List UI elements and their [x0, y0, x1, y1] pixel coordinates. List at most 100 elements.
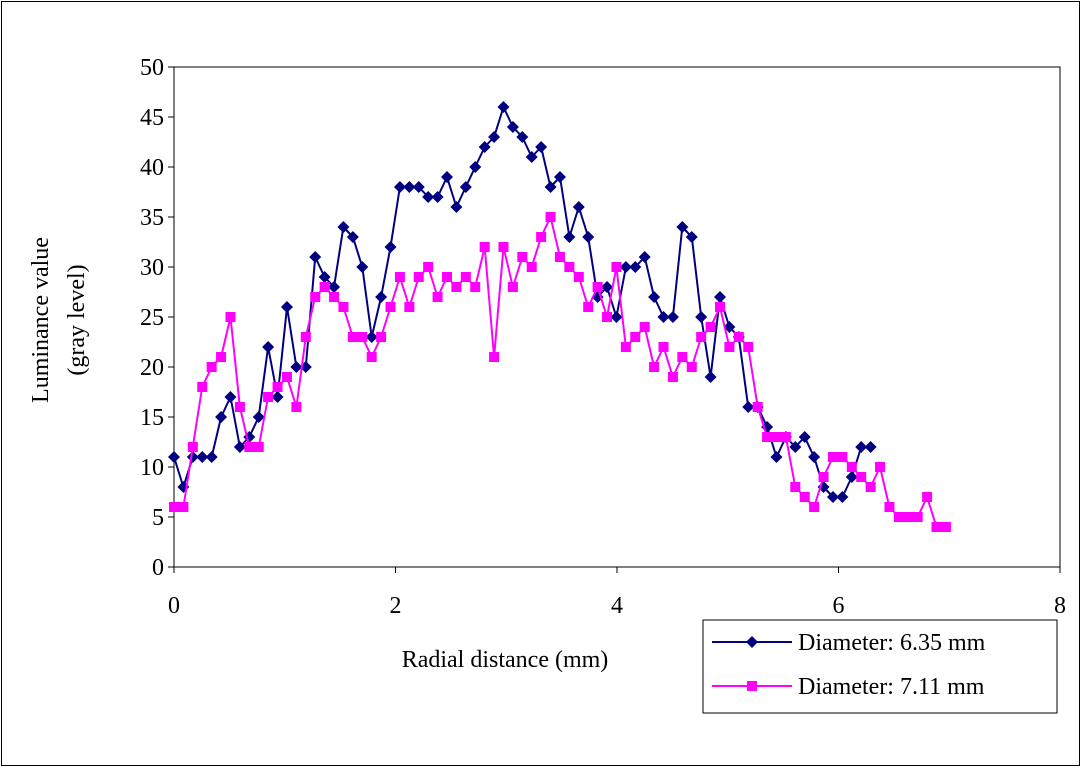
data-point [516, 131, 529, 143]
data-point [638, 251, 651, 263]
data-point [799, 492, 810, 502]
data-point [630, 332, 641, 342]
data-point [517, 252, 528, 262]
data-point [573, 272, 584, 282]
data-point [526, 262, 537, 272]
data-point [563, 231, 576, 243]
data-point [922, 492, 933, 502]
data-point [572, 201, 585, 213]
data-point [836, 491, 849, 503]
data-point [253, 442, 264, 452]
data-point [197, 382, 208, 392]
data-point [940, 522, 951, 532]
y-axis-label-line-2: (gray level) [64, 264, 90, 375]
data-point [790, 482, 801, 492]
y-tick-label: 40 [140, 155, 164, 181]
data-point [252, 411, 265, 423]
data-point [366, 352, 377, 362]
data-point [413, 272, 424, 282]
data-point [666, 311, 679, 323]
data-point [478, 141, 491, 153]
data-point [459, 181, 472, 193]
data-point [431, 191, 444, 203]
x-tick-label: 4 [611, 593, 623, 619]
data-point [375, 291, 388, 303]
y-axis: 0 5 10 15 20 25 30 35 40 45 50 [140, 55, 174, 581]
legend-label-series-2: Diameter: 7.11 mm [798, 674, 985, 700]
y-tick-label: 35 [140, 205, 164, 231]
legend-label-series-1: Diameter: 6.35 mm [798, 630, 986, 656]
data-point [450, 201, 463, 213]
data-point [903, 512, 914, 522]
data-point [506, 121, 519, 133]
data-point [404, 302, 415, 312]
data-point [263, 392, 274, 402]
data-point [780, 432, 791, 442]
data-point [826, 491, 839, 503]
data-point [931, 522, 942, 532]
data-point [479, 242, 490, 252]
x-tick-label: 8 [1054, 593, 1066, 619]
data-point [686, 362, 697, 372]
data-point [846, 462, 857, 472]
x-tick-label: 2 [390, 593, 402, 619]
data-point [837, 452, 848, 462]
legend-square-icon [747, 681, 757, 691]
y-axis-label-line-1: Luminance value [28, 237, 54, 403]
data-point [657, 311, 670, 323]
data-point [206, 362, 217, 372]
data-point [629, 261, 642, 273]
data-point [724, 342, 735, 352]
data-point [376, 332, 387, 342]
data-point [196, 451, 209, 463]
data-point [893, 512, 904, 522]
data-point [602, 312, 613, 322]
x-tick-label: 6 [833, 593, 845, 619]
data-point [346, 231, 359, 243]
data-point [752, 402, 763, 412]
data-point [714, 302, 725, 312]
x-tick-label: 0 [168, 593, 180, 619]
data-point [525, 151, 538, 163]
data-point [224, 391, 237, 403]
data-point [554, 252, 565, 262]
data-point [713, 291, 726, 303]
data-point [168, 451, 180, 463]
data-point [489, 352, 500, 362]
data-point [855, 441, 868, 453]
data-point [695, 311, 708, 323]
data-point [365, 331, 378, 343]
data-point [328, 281, 341, 293]
data-point [356, 261, 369, 273]
data-point [451, 282, 462, 292]
data-point [611, 262, 622, 272]
data-point [470, 282, 481, 292]
data-point [808, 451, 821, 463]
data-point [856, 472, 867, 482]
data-point [393, 181, 406, 193]
data-point [639, 322, 650, 332]
data-point [187, 442, 198, 452]
data-point [564, 262, 575, 272]
data-point [272, 382, 283, 392]
data-point [648, 291, 661, 303]
data-point [329, 292, 340, 302]
legend-box [702, 619, 1058, 714]
data-point [620, 342, 631, 352]
y-tick-label: 50 [140, 55, 164, 81]
data-point [685, 231, 698, 243]
data-point [507, 282, 518, 292]
data-point [619, 261, 632, 273]
data-point [469, 161, 482, 173]
data-point [460, 272, 471, 282]
data-point [658, 342, 669, 352]
y-tick-label: 10 [140, 455, 164, 481]
data-point [592, 282, 603, 292]
y-tick-label: 20 [140, 355, 164, 381]
data-point [384, 241, 397, 253]
data-point [789, 441, 802, 453]
y-tick-label: 45 [140, 105, 164, 131]
data-point [440, 171, 453, 183]
data-point [337, 221, 350, 233]
